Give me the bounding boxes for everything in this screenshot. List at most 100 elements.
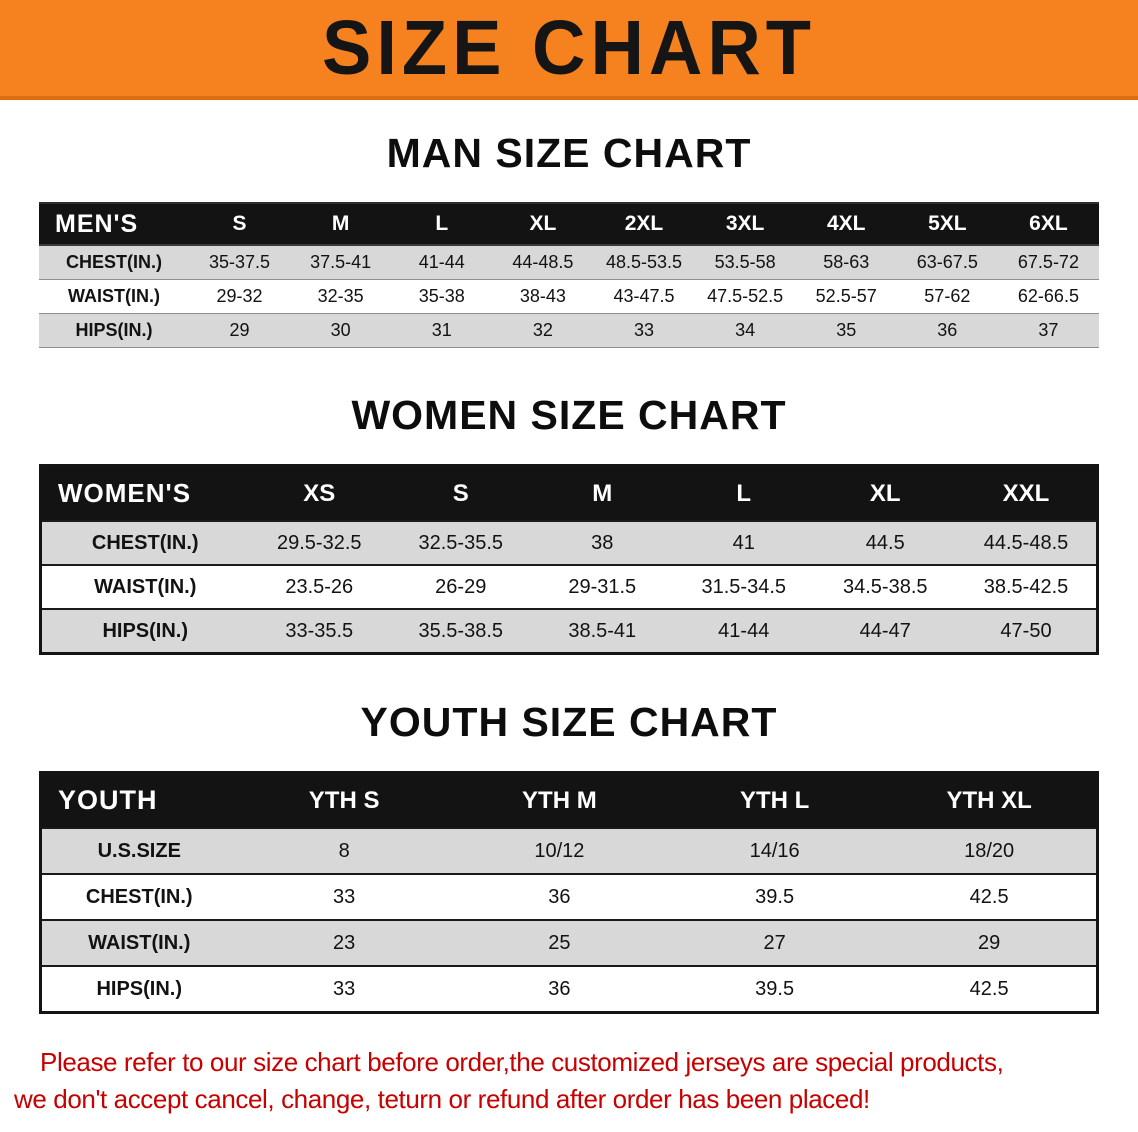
- table-cell: 36: [937, 319, 958, 340]
- table-cell: 34: [735, 319, 756, 340]
- table-cell: 31.5-34.5: [701, 575, 786, 598]
- table-cell: 37.5-41: [310, 251, 372, 272]
- row-label: CHEST(IN.): [66, 251, 162, 272]
- table-cell: 27: [763, 931, 786, 954]
- table-cell: 44.5-48.5: [983, 531, 1069, 554]
- table-cell: 35: [836, 319, 857, 340]
- row-label: U.S.SIZE: [97, 839, 181, 862]
- table-cell: 48.5-53.5: [605, 251, 683, 272]
- column-header: XXL: [956, 465, 1098, 522]
- table-cell: 33: [333, 977, 356, 1000]
- table-row: CHEST(IN.) 29.5-32.5 32.5-35.5 38 41 44.5 44.5…: [40, 521, 1098, 566]
- disclaimer: Please refer to our size chart before or…: [0, 1044, 1138, 1118]
- row-label: HIPS(IN.): [96, 977, 183, 1000]
- table-row: HIPS(IN.) 33-35.5 35.5-38.5 38.5-41 41-44 44-…: [40, 609, 1098, 654]
- table-cell: 14/16: [749, 839, 800, 862]
- table-row: WAIST(IN.) 23 25 27 29: [40, 920, 1098, 967]
- men-size-table: MEN'S S M L XL 2XL 3XL 4XL 5XL 6XL CHEST(IN.) 35-37…: [39, 202, 1099, 348]
- table-cell: 23.5-26: [285, 575, 354, 598]
- row-label: HIPS(IN.): [75, 319, 153, 340]
- table-cell: 62-66.5: [1017, 285, 1079, 306]
- row-label: HIPS(IN.): [102, 619, 189, 642]
- column-header: XS: [248, 465, 390, 522]
- table-cell: 53.5-58: [714, 251, 776, 272]
- column-header: YTH XL: [882, 772, 1098, 829]
- column-header: YTH S: [236, 772, 452, 829]
- table-cell: 36: [548, 885, 571, 908]
- table-cell: 35.5-38.5: [418, 619, 503, 642]
- women-size-table: WOMEN'S XS S M L XL XXL CHEST(IN.) 29.5-32.5 32.5…: [39, 463, 1099, 655]
- row-label: CHEST(IN.): [85, 885, 193, 908]
- column-header: 4XL: [795, 203, 897, 246]
- column-header: L: [391, 203, 493, 246]
- table-cell: 52.5-57: [815, 285, 877, 306]
- column-header: S: [189, 203, 291, 246]
- column-header: YTH M: [451, 772, 667, 829]
- table-cell: 33-35.5: [285, 619, 354, 642]
- table-header-row: WOMEN'S XS S M L XL XXL: [40, 465, 1098, 522]
- table-row: U.S.SIZE 8 10/12 14/16 18/20: [40, 828, 1098, 875]
- table-cell: 42.5: [969, 977, 1009, 1000]
- youth-size-table: YOUTH YTH S YTH M YTH L YTH XL U.S.SIZE 8 10/12…: [39, 770, 1099, 1014]
- table-cell: 38.5-41: [568, 619, 637, 642]
- table-cell: 43-47.5: [613, 285, 675, 306]
- table-cell: 42.5: [969, 885, 1009, 908]
- table-cell: 35-37.5: [209, 251, 271, 272]
- table-cell: 47-50: [1000, 619, 1052, 642]
- table-cell: 38.5-42.5: [983, 575, 1069, 598]
- column-header: XL: [814, 465, 956, 522]
- table-cell: 35-38: [418, 285, 465, 306]
- women-size-heading: WOMEN SIZE CHART: [351, 391, 787, 438]
- column-header: M: [290, 203, 392, 246]
- table-cell: 30: [330, 319, 351, 340]
- disclaimer-line-2: we don't accept cancel, change, teturn o…: [14, 1083, 870, 1114]
- banner: SIZE CHART: [0, 0, 1138, 100]
- table-row: HIPS(IN.) 29 30 31 32 33 34 35 36 37: [39, 313, 1099, 348]
- table-cell: 31: [431, 319, 452, 340]
- column-header: YTH L: [667, 772, 883, 829]
- table-cell: 34.5-38.5: [842, 575, 928, 598]
- table-cell: 44-48.5: [512, 251, 574, 272]
- disclaimer-line-1: Please refer to our size chart before or…: [40, 1046, 1004, 1077]
- section-men: MAN SIZE CHART MEN'S S M L XL 2XL 3XL 4XL 5XL 6XL…: [0, 130, 1138, 348]
- table-cell: 41-44: [718, 619, 770, 642]
- column-header: 3XL: [694, 203, 796, 246]
- table-corner-label: MEN'S: [39, 203, 189, 246]
- men-size-heading: MAN SIZE CHART: [386, 130, 752, 176]
- table-cell: 32.5-35.5: [418, 531, 503, 554]
- table-cell: 67.5-72: [1017, 251, 1079, 272]
- table-row: WAIST(IN.) 29-32 32-35 35-38 38-43 43-47.5 47.…: [39, 279, 1099, 314]
- column-header: S: [390, 465, 532, 522]
- youth-size-heading: YOUTH SIZE CHART: [360, 698, 778, 745]
- table-row: CHEST(IN.) 35-37.5 37.5-41 41-44 44-48.5 48.5…: [39, 245, 1099, 280]
- table-header-row: YOUTH YTH S YTH M YTH L YTH XL: [40, 772, 1098, 829]
- section-youth: YOUTH SIZE CHART YOUTH YTH S YTH M YTH L YTH…: [0, 699, 1138, 1014]
- column-header: XL: [492, 203, 594, 246]
- table-cell: 44-47: [859, 619, 911, 642]
- page-title: SIZE CHART: [322, 4, 816, 91]
- row-label: WAIST(IN.): [68, 285, 160, 306]
- table-cell: 37: [1038, 319, 1059, 340]
- table-row: CHEST(IN.) 33 36 39.5 42.5: [40, 874, 1098, 921]
- table-cell: 25: [548, 931, 571, 954]
- table-cell: 58-63: [823, 251, 870, 272]
- column-header: 6XL: [997, 203, 1099, 246]
- row-label: CHEST(IN.): [91, 531, 199, 554]
- table-corner-label: YOUTH: [40, 772, 237, 829]
- column-header: 5XL: [896, 203, 998, 246]
- table-corner-label: WOMEN'S: [40, 465, 249, 522]
- table-cell: 29: [229, 319, 250, 340]
- row-label: WAIST(IN.): [94, 575, 197, 598]
- table-cell: 10/12: [534, 839, 585, 862]
- table-cell: 32-35: [317, 285, 364, 306]
- table-cell: 38: [591, 531, 614, 554]
- column-header: L: [673, 465, 815, 522]
- table-cell: 29-31.5: [568, 575, 637, 598]
- table-cell: 29: [978, 931, 1001, 954]
- table-cell: 8: [338, 839, 350, 862]
- table-cell: 47.5-52.5: [707, 285, 784, 306]
- table-cell: 41: [732, 531, 755, 554]
- table-cell: 44.5: [865, 531, 905, 554]
- table-cell: 39.5: [755, 885, 795, 908]
